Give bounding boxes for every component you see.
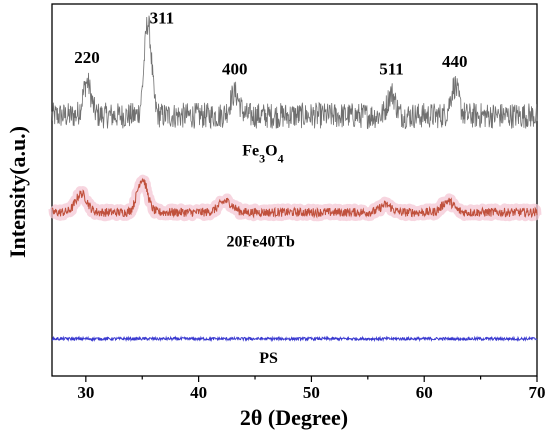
series-name-label: Fe3O4: [242, 143, 283, 166]
x-axis-ticks: 30 40 50 60 70: [77, 376, 546, 402]
series-name-label: PS: [259, 350, 278, 367]
x-tick-label: 50: [303, 383, 320, 402]
series-ps: [51, 335, 538, 343]
series-line: [51, 15, 538, 130]
peak-label: 400: [222, 59, 248, 78]
plot-frame: [51, 3, 538, 377]
series-line: [51, 177, 538, 219]
x-axis-title: 2θ (Degree): [240, 405, 348, 430]
peak-label: 511: [379, 59, 404, 78]
x-tick-label: 30: [77, 383, 94, 402]
x-tick-label: 70: [529, 383, 546, 402]
peak-label: 440: [442, 52, 468, 71]
x-tick-label: 40: [190, 383, 207, 402]
series-name-label: 20Fe40Tb: [226, 233, 295, 250]
peak-label: 220: [74, 48, 100, 67]
peak-label: 311: [150, 9, 175, 28]
series-fe3o4: [51, 15, 538, 130]
series-line: [51, 335, 538, 343]
series-20fe40tb: [47, 174, 542, 222]
x-tick-label: 60: [416, 383, 433, 402]
y-axis-title: Intensity(a.u.): [5, 126, 30, 258]
series-layer: [47, 15, 542, 343]
annotations-layer: 220 311 400 511 440 Fe3O4 20Fe40Tb PS: [74, 9, 467, 367]
